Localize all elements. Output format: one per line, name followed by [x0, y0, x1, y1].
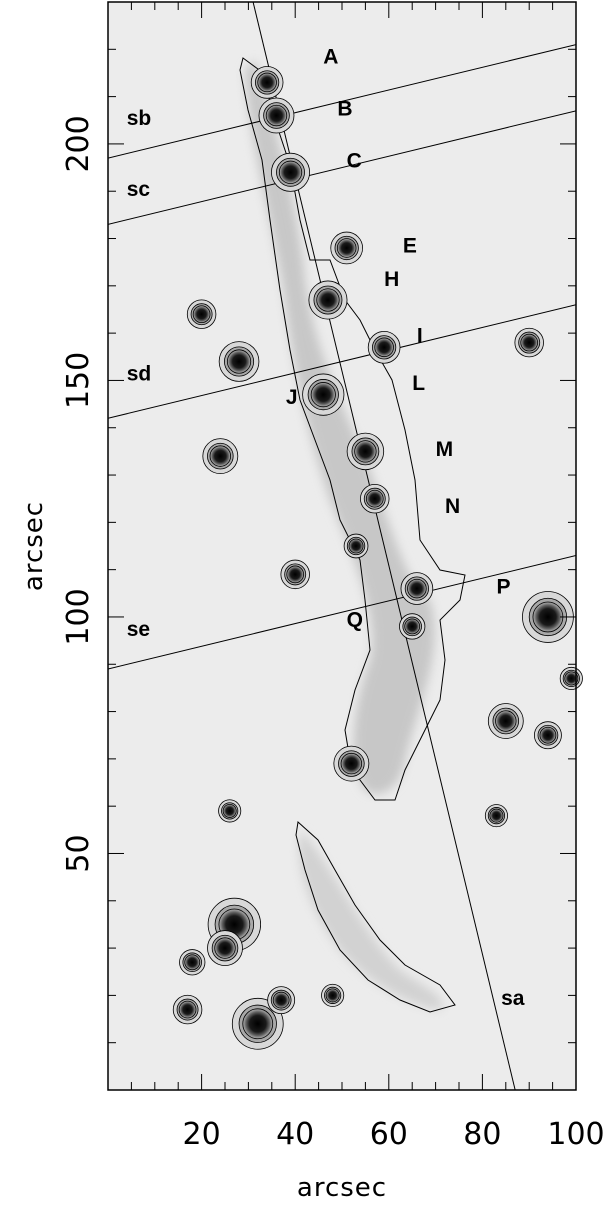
region-labels: A B C EH I J L M N P Qsb sc sd se sa — [127, 45, 525, 1009]
point-source — [559, 666, 583, 690]
slit-sb — [108, 44, 576, 159]
point-source — [522, 591, 574, 643]
slit-lines — [108, 2, 576, 1090]
label-sb: sb — [127, 107, 152, 130]
label-A: A — [323, 45, 338, 68]
point-source — [360, 483, 390, 514]
label-se: se — [127, 618, 150, 641]
x-axis-title: arcsec — [297, 1173, 387, 1203]
x-tick-label: 20 — [183, 1117, 221, 1152]
label-B: B — [337, 98, 352, 121]
point-source — [218, 799, 242, 823]
label-H: H — [384, 268, 399, 291]
point-source — [346, 432, 385, 471]
point-source — [250, 66, 284, 99]
y-tick-label: 200 — [61, 115, 96, 172]
x-axis-ticks: 20 40 60 80 100 — [107, 2, 605, 1152]
y-tick-label: 150 — [61, 352, 96, 409]
slit-sc — [108, 110, 576, 225]
point-source — [308, 280, 348, 320]
label-M: M — [436, 438, 454, 461]
label-sc: sc — [127, 178, 151, 201]
point-source — [343, 533, 369, 559]
point-source — [514, 327, 544, 358]
point-source — [367, 331, 401, 364]
x-tick-label: 100 — [547, 1117, 604, 1152]
label-sd: sd — [127, 362, 152, 385]
point-source — [186, 299, 217, 329]
label-Q: Q — [347, 608, 363, 631]
point-sources — [172, 66, 583, 1050]
y-tick-label: 50 — [61, 834, 96, 872]
point-source — [321, 983, 345, 1007]
point-source — [484, 804, 508, 828]
label-N: N — [445, 495, 460, 518]
label-L: L — [412, 372, 425, 395]
point-source — [179, 949, 206, 976]
label-I: I — [417, 325, 423, 348]
label-E: E — [403, 235, 417, 258]
label-sa: sa — [501, 987, 525, 1010]
point-source — [218, 341, 260, 382]
slit-sd — [108, 304, 576, 419]
label-C: C — [347, 150, 362, 173]
point-source — [280, 559, 310, 590]
point-source — [267, 986, 296, 1015]
filament-contour-south — [295, 821, 456, 1013]
point-source — [207, 930, 243, 966]
point-source — [400, 572, 434, 605]
point-source — [302, 373, 345, 416]
label-J: J — [286, 386, 298, 409]
point-source — [533, 721, 562, 750]
point-source — [399, 613, 426, 640]
x-tick-label: 40 — [276, 1117, 314, 1152]
x-tick-label: 60 — [370, 1117, 408, 1152]
filament-emission — [245, 60, 443, 1010]
y-tick-label: 100 — [61, 588, 96, 645]
point-source — [330, 231, 363, 265]
slit-se — [108, 554, 576, 670]
point-source — [271, 152, 311, 192]
y-axis-title: arcsec — [19, 501, 49, 591]
y-axis-ticks: 50 100 150 200 — [61, 1, 576, 1044]
label-P: P — [496, 575, 510, 598]
point-source — [258, 97, 295, 134]
point-source — [487, 703, 524, 739]
point-source — [231, 997, 284, 1050]
x-tick-label: 80 — [463, 1117, 501, 1152]
point-source — [333, 745, 370, 782]
point-source — [172, 994, 203, 1025]
point-source — [202, 438, 239, 475]
